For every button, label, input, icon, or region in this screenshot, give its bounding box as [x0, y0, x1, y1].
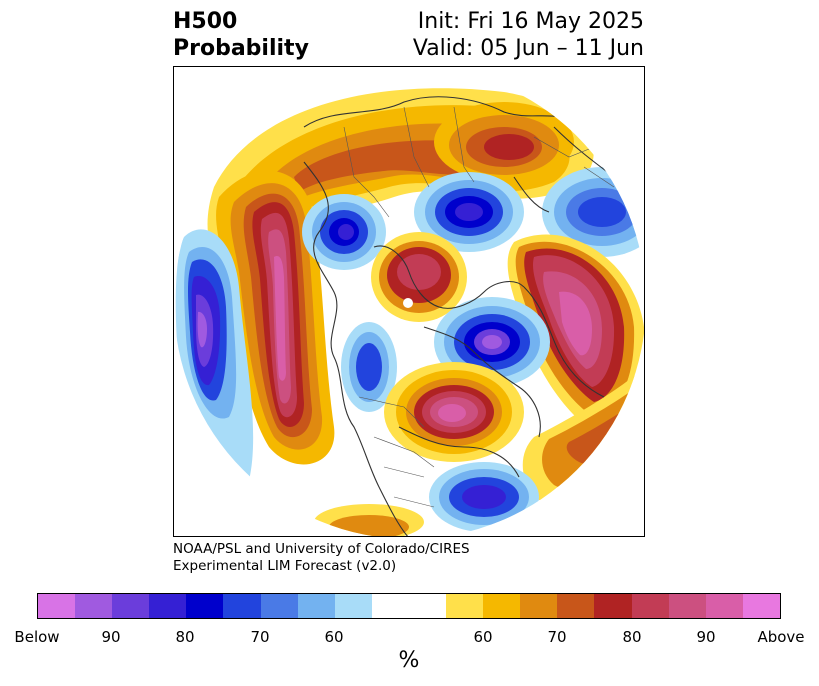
- colorbar-tick-label: 90: [696, 628, 716, 646]
- warm-core-arctic: [371, 232, 467, 322]
- title-type: Probability: [173, 36, 309, 61]
- coastlines: [303, 96, 644, 536]
- colorbar-cell: [557, 594, 595, 618]
- colorbar-cell: [112, 594, 150, 618]
- colorbar-cell: [446, 594, 484, 618]
- colorbar-tick-label: Above: [757, 628, 805, 646]
- plot-dates: Init: Fri 16 May 2025 Valid: 05 Jun – 11…: [413, 8, 644, 62]
- valid-dates: Valid: 05 Jun – 11 Jun: [412, 36, 644, 61]
- colorbar-cell: [520, 594, 558, 618]
- colorbar-tick-label: 80: [175, 628, 195, 646]
- map-frame: [173, 66, 645, 537]
- credit-text: NOAA/PSL and University of Colorado/CIRE…: [173, 541, 470, 575]
- colorbar-unit: %: [398, 648, 420, 673]
- colorbar-cell: [260, 594, 298, 618]
- title-variable: H500: [173, 9, 238, 34]
- credit-line-2: Experimental LIM Forecast (v2.0): [173, 558, 397, 574]
- cold-core-russia: [414, 172, 524, 252]
- colorbar-cell: [594, 594, 632, 618]
- colorbar-tick-label: 70: [547, 628, 567, 646]
- colorbar-tick-label: 90: [101, 628, 121, 646]
- plot-title: H500 Probability: [173, 8, 309, 62]
- colorbar-cell: [631, 594, 669, 618]
- cold-core-greenland: [341, 322, 397, 412]
- cold-core-scandinavia: [302, 194, 386, 270]
- colorbar-tick-label: Below: [14, 628, 60, 646]
- colorbar-cell: [742, 594, 780, 618]
- credit-line-1: NOAA/PSL and University of Colorado/CIRE…: [173, 541, 470, 557]
- borders: [343, 106, 615, 508]
- colorbar-cell: [408, 594, 447, 618]
- colorbar: [37, 593, 781, 619]
- colorbar-tick-label: 80: [622, 628, 642, 646]
- colorbar-cell: [334, 594, 372, 618]
- colorbar-cell: [297, 594, 335, 618]
- colorbar-tick-label: 60: [473, 628, 493, 646]
- colorbar-cell: [223, 594, 261, 618]
- colorbar-cell: [75, 594, 113, 618]
- cold-core-npacific: [429, 462, 539, 532]
- colorbar-cell: [483, 594, 521, 618]
- colorbar-cell: [186, 594, 224, 618]
- warm-core-siberia: [434, 102, 574, 182]
- colorbar-cell: [668, 594, 706, 618]
- probability-map: [174, 67, 644, 536]
- colorbar-cell: [149, 594, 187, 618]
- warm-core-alaska: [384, 362, 524, 462]
- warm-core-pacific: [507, 234, 644, 432]
- init-date: Init: Fri 16 May 2025: [417, 9, 644, 34]
- colorbar-tick-label: 60: [324, 628, 344, 646]
- colorbar-cell: [705, 594, 743, 618]
- colorbar-strip: [37, 593, 781, 619]
- colorbar-cell: [38, 594, 76, 618]
- colorbar-tick-label: 70: [250, 628, 270, 646]
- colorbar-cell: [371, 594, 409, 618]
